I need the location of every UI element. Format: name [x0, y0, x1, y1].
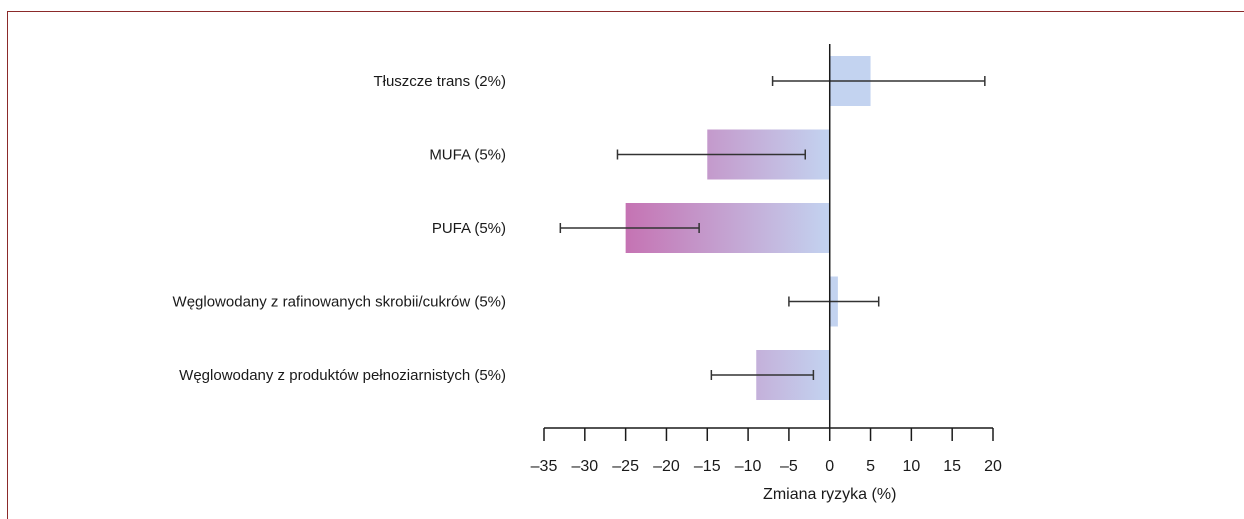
x-tick-label-10: 15 — [943, 458, 961, 475]
x-tick-label-1: –30 — [571, 458, 598, 475]
category-labels-layer: Tłuszcze trans (2%) MUFA (5%) PUFA (5%) Węg… — [173, 73, 506, 384]
x-tick-label-5: –10 — [735, 458, 762, 475]
error-bars-layer — [559, 76, 986, 380]
category-label-3: Węglowodany z rafinowanych skrobii/cukró… — [173, 294, 506, 311]
x-axis-title: Zmiana ryzyka (%) — [763, 486, 896, 503]
frame-top-border — [7, 11, 1244, 12]
x-tick-label-9: 10 — [902, 458, 920, 475]
category-label-2: PUFA (5%) — [432, 220, 506, 237]
x-tick-label-11: 20 — [984, 458, 1002, 475]
x-tick-label-6: –5 — [780, 458, 798, 475]
x-tick-label-3: –20 — [653, 458, 680, 475]
axis-layer: –35 –30 –25 –20 –15 –10 –5 0 5 10 15 20 — [531, 44, 1002, 475]
x-tick-label-7: 0 — [825, 458, 834, 475]
x-tick-label-4: –15 — [694, 458, 721, 475]
category-label-4: Węglowodany z produktów pełnoziarnistych… — [179, 367, 506, 384]
frame-left-border — [7, 11, 8, 519]
category-label-0: Tłuszcze trans (2%) — [373, 73, 506, 90]
x-tick-label-2: –25 — [612, 458, 639, 475]
category-label-1: MUFA (5%) — [429, 147, 506, 164]
x-tick-label-0: –35 — [531, 458, 558, 475]
x-tick-label-8: 5 — [866, 458, 875, 475]
